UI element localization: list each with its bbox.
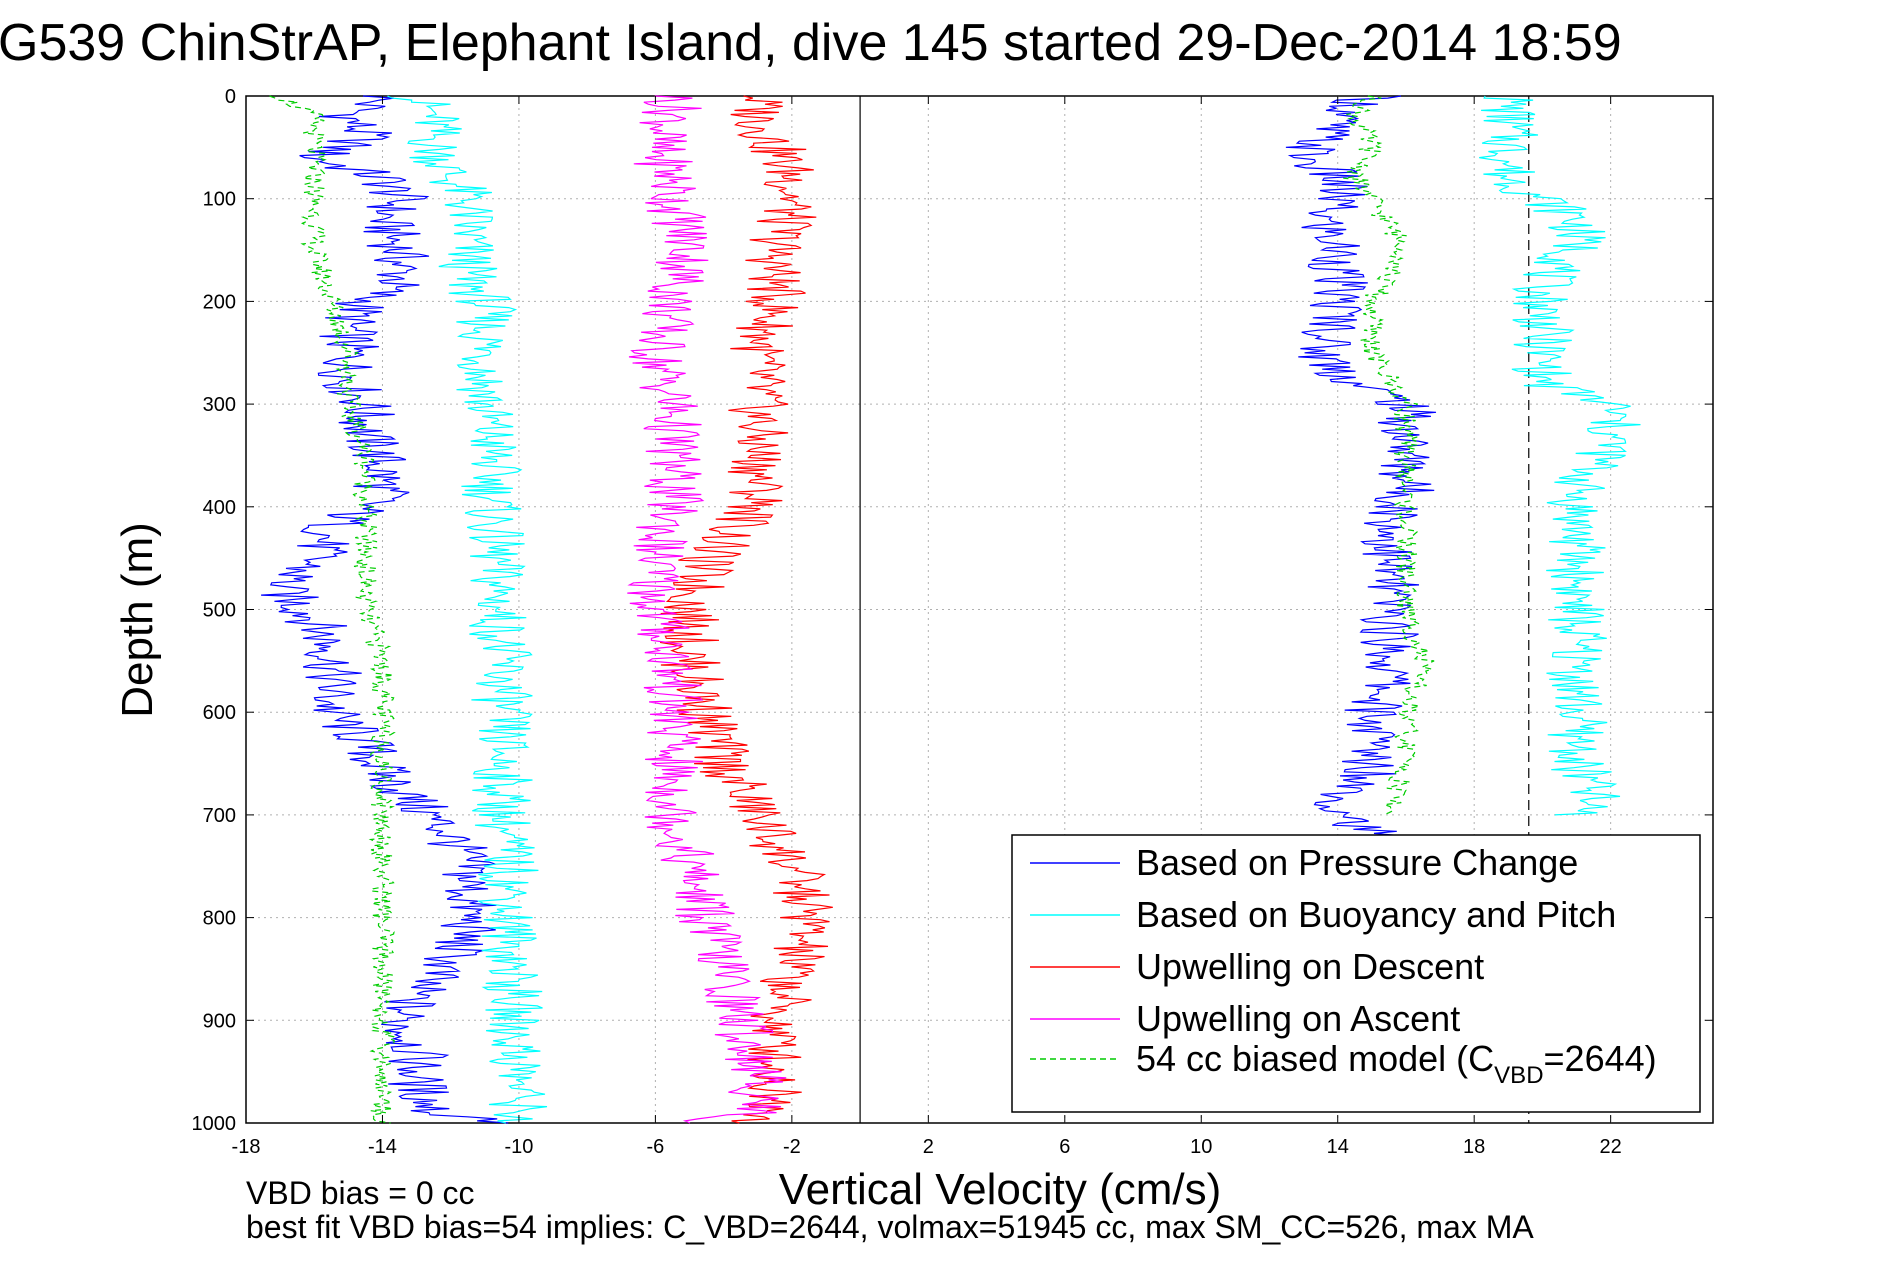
legend-label: Upwelling on Ascent [1136,998,1460,1039]
series-line [387,95,548,1124]
y-axis-label: Depth (m) [113,522,162,718]
y-tick-label: 900 [203,1010,236,1032]
x-tick-label: 18 [1463,1136,1485,1158]
x-axis-label: Vertical Velocity (cm/s) [779,1165,1222,1214]
legend-label: Based on Pressure Change [1136,842,1578,883]
series-line [1285,95,1437,836]
x-tick-label: 2 [923,1136,934,1158]
series-line [660,95,833,1124]
x-tick-label: 14 [1327,1136,1349,1158]
y-tick-label: 100 [203,189,236,211]
y-tick-label: 700 [203,805,236,827]
footer-best-fit: best fit VBD bias=54 implies: C_VBD=2644… [246,1209,1534,1245]
x-tick-label: 10 [1190,1136,1212,1158]
y-axis-ticks: 0 100 200 300 400 500 600 700 800 900 1000 [192,86,1713,1135]
legend-box [1011,834,1701,1113]
y-tick-label: 600 [203,702,236,724]
y-tick-label: 400 [203,497,236,519]
x-axis-ticks: -18 -14 -10 -6 -2 2 6 10 14 18 22 [232,96,1622,1158]
x-tick-label: -18 [232,1136,261,1158]
y-tick-label: 500 [203,600,236,622]
gridlines [246,96,1713,1123]
y-tick-label: 300 [203,394,236,416]
series-line [269,95,396,1124]
legend-label: Based on Buoyancy and Pitch [1136,894,1616,935]
x-tick-label: 22 [1600,1136,1622,1158]
y-tick-label: 800 [203,908,236,930]
x-tick-label: -10 [504,1136,533,1158]
x-tick-label: 6 [1059,1136,1070,1158]
series-line [1479,95,1641,816]
series-line [261,95,509,1124]
legend-label: Upwelling on Descent [1136,946,1484,987]
chart-title: G539 ChinStrAP, Elephant Island, dive 14… [0,14,1622,72]
legend: Based on Pressure Change Based on Buoyanc… [1011,834,1701,1113]
y-tick-label: 0 [225,86,236,108]
x-tick-label: -14 [368,1136,397,1158]
y-tick-label: 1000 [192,1113,237,1135]
series-lines [261,95,1641,1124]
y-tick-label: 200 [203,291,236,313]
x-tick-label: -6 [646,1136,664,1158]
plot-area: -18 -14 -10 -6 -2 2 6 10 14 18 22 0 100 200 300 400 500… [192,86,1714,1158]
series-line [627,95,787,1124]
x-tick-label: -2 [783,1136,801,1158]
footer-vbd-bias: VBD bias = 0 cc [246,1175,475,1211]
